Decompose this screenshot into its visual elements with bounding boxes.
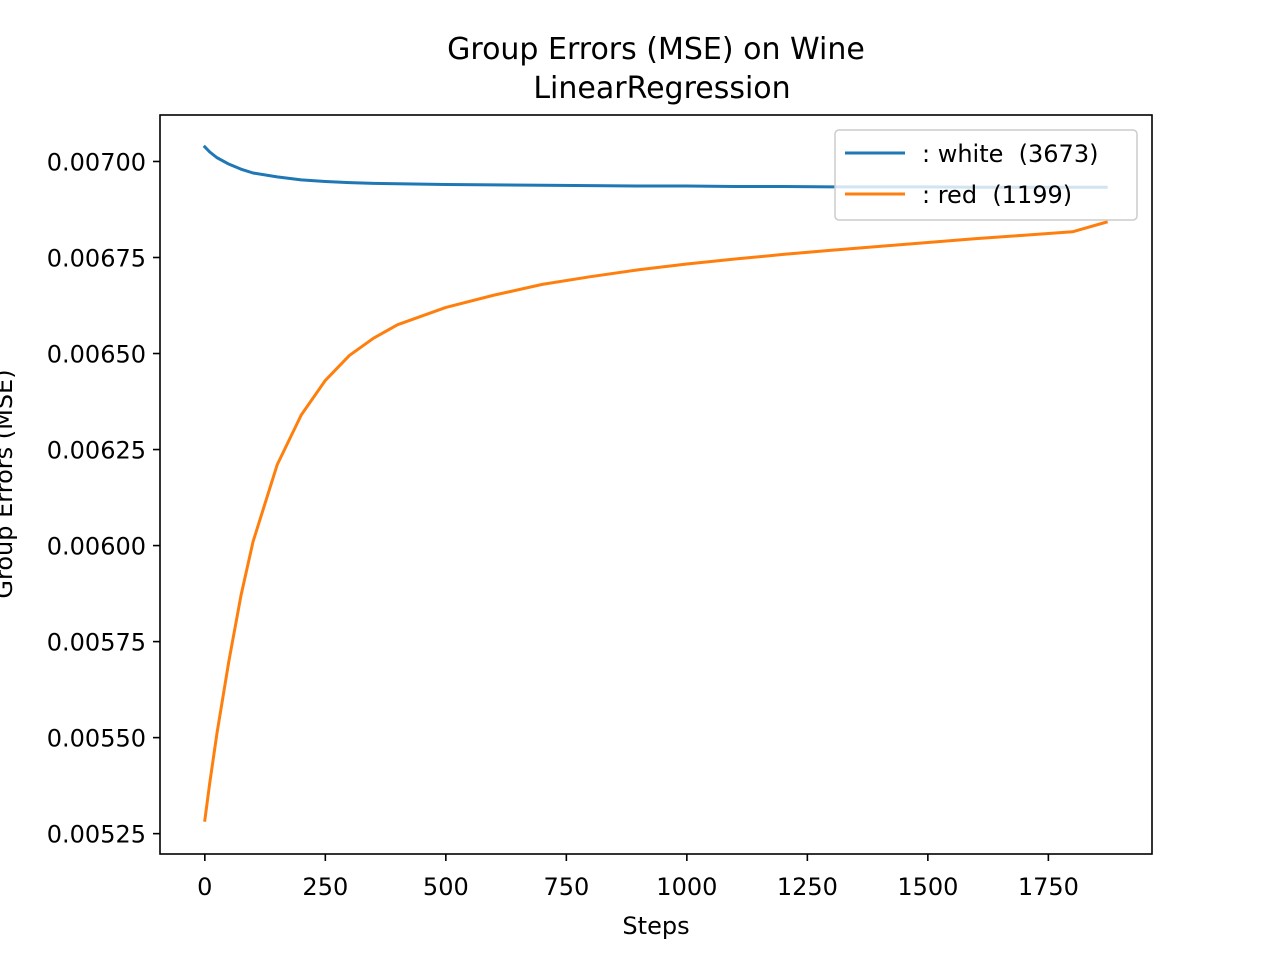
chart-subtitle: LinearRegression <box>533 71 790 106</box>
y-tick-label: 0.00625 <box>47 437 146 465</box>
chart-title: Group Errors (MSE) on Wine <box>447 32 865 67</box>
legend: : white (3673) : red (1199) <box>834 129 1138 221</box>
y-axis-label: Group Errors (MSE) <box>0 369 18 598</box>
legend-frame <box>834 129 1138 221</box>
y-tick-label: 0.00675 <box>47 244 146 272</box>
y-tick-label: 0.00575 <box>47 629 146 657</box>
legend-label-red: : red (1199) <box>922 181 1072 209</box>
plot-frame <box>159 114 1153 855</box>
y-axis: 0.00525 0.00550 0.00575 0.00600 0.00625 0.006… <box>47 148 160 849</box>
x-tick-label: 1500 <box>897 873 958 901</box>
x-axis: 0 250 500 750 1000 1250 1500 1750 <box>197 854 1079 901</box>
x-tick-label: 1250 <box>777 873 838 901</box>
y-tick-label: 0.00700 <box>47 148 146 176</box>
x-tick-label: 1750 <box>1018 873 1079 901</box>
series-line-red <box>203 220 1109 822</box>
legend-label-white: : white (3673) <box>922 140 1098 168</box>
y-tick-label: 0.00525 <box>47 821 146 849</box>
x-tick-label: 1000 <box>656 873 717 901</box>
y-tick-label: 0.00600 <box>47 533 146 561</box>
y-tick-label: 0.00550 <box>47 725 146 753</box>
x-tick-label: 750 <box>543 873 589 901</box>
x-axis-label: Steps <box>622 912 689 940</box>
x-tick-label: 250 <box>302 873 348 901</box>
y-tick-label: 0.00650 <box>47 341 146 369</box>
x-tick-label: 0 <box>197 873 212 901</box>
x-tick-label: 500 <box>423 873 469 901</box>
plot-area <box>160 115 1152 854</box>
